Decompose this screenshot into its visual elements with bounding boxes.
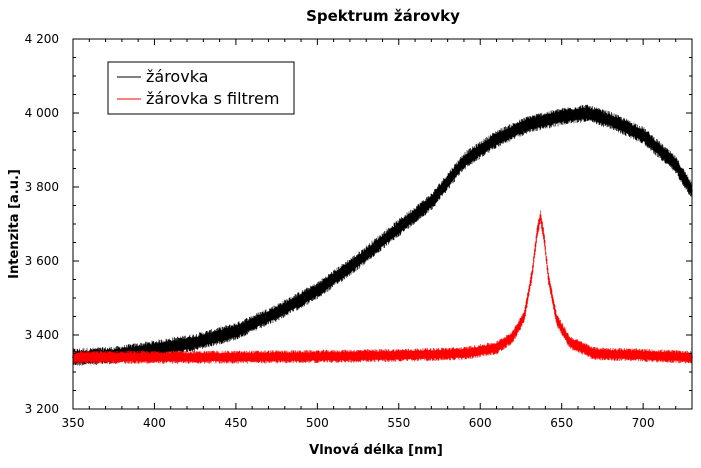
x-axis-label: Vlnová délka [nm]: [309, 443, 443, 458]
series-1-point: [539, 215, 542, 218]
series-1-point: [153, 356, 156, 359]
y-axis-label: Intenzita [a.u.]: [7, 169, 22, 279]
series-1-point: [569, 341, 571, 344]
series-0-point: [528, 123, 530, 125]
legend-box: [107, 61, 295, 115]
series-1-point: [593, 352, 596, 355]
series-0-point: [674, 164, 677, 166]
series-1-point: [235, 356, 237, 359]
series-0: [72, 104, 693, 366]
y-tick-label: 3 800: [25, 180, 59, 194]
x-tick-label: 450: [224, 416, 247, 430]
legend: žárovka žárovka s filtrem: [107, 61, 295, 115]
series-0-point: [430, 201, 433, 203]
series-0-point: [235, 330, 237, 333]
plot-series: [72, 104, 693, 366]
series-0-noise: [72, 104, 693, 366]
legend-label-series-0: žárovka: [146, 67, 208, 86]
y-tick-label: 4 200: [25, 32, 59, 46]
x-tick-label: 400: [143, 416, 166, 430]
series-0-point: [585, 112, 587, 114]
legend-label-series-1: žárovka s filtrem: [146, 89, 279, 108]
chart-title: Spektrum žárovky: [306, 7, 460, 25]
x-tick-label: 600: [469, 416, 492, 430]
series-1: [72, 210, 693, 364]
series-1-point: [531, 271, 534, 273]
x-tick-label: 550: [387, 416, 410, 430]
series-0-point: [560, 115, 563, 118]
series-0-point: [495, 138, 498, 140]
series-1-point: [316, 355, 319, 358]
series-0-point: [463, 160, 465, 162]
y-tick-label: 3 600: [25, 254, 59, 268]
series-0-point: [316, 289, 319, 292]
series-0-point: [642, 134, 644, 136]
series-1-point: [536, 230, 539, 233]
series-1-point: [556, 319, 558, 322]
series-1-point: [547, 278, 550, 281]
x-tick-label: 700: [632, 416, 655, 430]
series-1-point: [642, 354, 644, 357]
y-tick-label: 3 200: [25, 402, 59, 416]
series-1-point: [523, 315, 525, 318]
series-1-point: [495, 347, 498, 349]
x-tick-label: 350: [62, 416, 85, 430]
series-0-point: [609, 119, 612, 122]
series-1-point: [543, 234, 545, 236]
series-0-point: [275, 312, 278, 314]
series-0-point: [194, 341, 196, 344]
y-axis-ticks: 3 200 3 400 3 600 3 800 4 000 4 200: [25, 32, 692, 416]
x-axis-ticks: 350 400 450 500 550 600 650 700: [62, 39, 693, 430]
series-1-point: [512, 336, 514, 338]
series-0-point: [153, 348, 156, 350]
series-0-point: [398, 226, 400, 229]
y-tick-label: 4 000: [25, 106, 59, 120]
y-tick-label: 3 400: [25, 328, 59, 342]
series-1-point: [463, 352, 465, 355]
x-tick-label: 650: [550, 416, 573, 430]
series-0-point: [357, 260, 359, 262]
x-tick-label: 500: [306, 416, 329, 430]
series-1-point: [398, 354, 400, 357]
